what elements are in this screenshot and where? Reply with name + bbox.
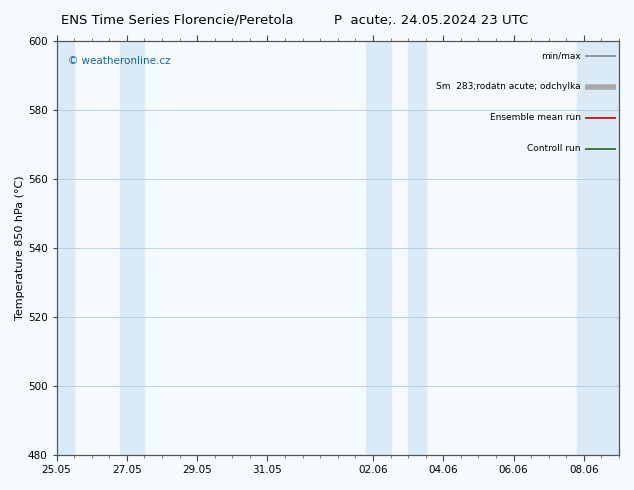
Bar bbox=[56, 41, 74, 455]
Bar bbox=[120, 41, 145, 455]
Bar bbox=[408, 41, 425, 455]
Bar bbox=[366, 41, 391, 455]
Y-axis label: Temperature 850 hPa (°C): Temperature 850 hPa (°C) bbox=[15, 175, 25, 320]
Text: Controll run: Controll run bbox=[527, 144, 581, 153]
Bar bbox=[577, 41, 602, 455]
Text: Ensemble mean run: Ensemble mean run bbox=[489, 113, 581, 122]
Text: min/max: min/max bbox=[541, 51, 581, 60]
Text: © weatheronline.cz: © weatheronline.cz bbox=[68, 55, 171, 66]
Bar bbox=[602, 41, 619, 455]
Text: ENS Time Series Florencie/Peretola: ENS Time Series Florencie/Peretola bbox=[61, 14, 294, 27]
Text: Sm  283;rodatn acute; odchylka: Sm 283;rodatn acute; odchylka bbox=[436, 82, 581, 91]
Text: P  acute;. 24.05.2024 23 UTC: P acute;. 24.05.2024 23 UTC bbox=[334, 14, 528, 27]
